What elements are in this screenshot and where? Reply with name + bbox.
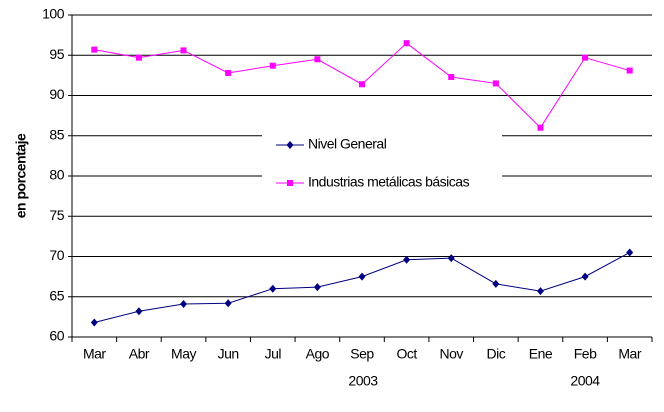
marker	[492, 80, 499, 87]
year-label: 2003	[348, 373, 378, 389]
marker	[403, 40, 410, 47]
marker	[91, 46, 98, 53]
x-tick-label: Abr	[129, 346, 150, 362]
marker	[626, 248, 634, 257]
y-tick-label: 80	[49, 167, 64, 183]
marker	[626, 67, 633, 74]
y-tick-label: 75	[49, 207, 64, 223]
x-tick-label: Ago	[306, 346, 330, 362]
legend-marker	[286, 141, 294, 149]
x-tick-label: May	[171, 346, 196, 362]
series-line	[94, 252, 630, 323]
marker	[582, 54, 589, 61]
x-tick-label: Oct	[396, 346, 417, 362]
marker	[135, 307, 143, 316]
marker	[180, 299, 188, 308]
x-tick-label: Sep	[350, 346, 374, 362]
marker	[314, 56, 321, 63]
marker	[358, 272, 366, 281]
legend-label: Industrias metálicas básicas	[308, 174, 470, 190]
marker	[581, 272, 589, 281]
year-label: 2004	[570, 373, 600, 389]
y-tick-label: 90	[49, 86, 64, 102]
x-tick-label: Mar	[618, 346, 641, 362]
x-tick-label: Dic	[486, 346, 505, 362]
marker	[225, 69, 232, 76]
marker	[313, 283, 321, 292]
x-tick-label: Jul	[265, 346, 282, 362]
marker	[135, 54, 142, 61]
marker	[224, 299, 232, 308]
marker	[492, 279, 500, 288]
legend-marker	[287, 180, 293, 186]
legend-box	[262, 125, 502, 205]
y-tick-label: 60	[49, 328, 64, 344]
y-tick-label: 70	[49, 247, 64, 263]
marker	[448, 73, 455, 80]
marker	[269, 284, 277, 293]
y-tick-label: 95	[49, 46, 64, 62]
marker	[359, 81, 365, 88]
x-tick-label: Ene	[529, 346, 553, 362]
y-tick-label: 85	[49, 126, 64, 142]
x-tick-label: Feb	[574, 346, 597, 362]
y-axis-label: en porcentaje	[13, 133, 29, 218]
y-tick-label: 100	[42, 6, 65, 22]
legend-label: Nivel General	[308, 136, 387, 152]
marker	[536, 287, 544, 296]
marker	[447, 254, 455, 263]
marker	[269, 62, 276, 69]
marker	[180, 47, 187, 54]
marker	[90, 318, 98, 327]
y-tick-label: 65	[49, 287, 64, 303]
marker	[537, 124, 544, 131]
x-tick-label: Nov	[440, 346, 464, 362]
marker	[403, 255, 411, 264]
x-tick-label: Jun	[218, 346, 239, 362]
x-tick-label: Mar	[83, 346, 106, 362]
